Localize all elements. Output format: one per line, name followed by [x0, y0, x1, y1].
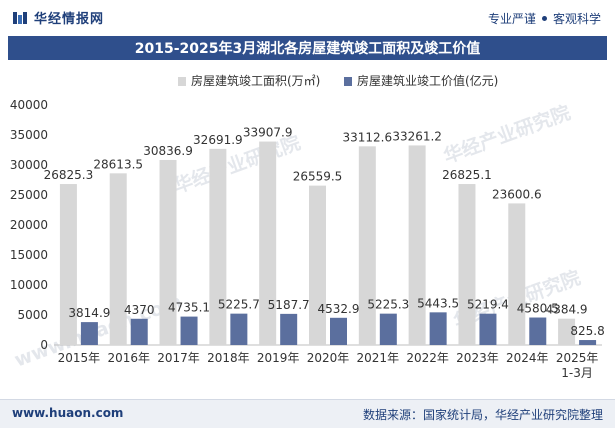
bar-value	[80, 322, 98, 345]
data-label-value: 4580.5	[517, 302, 559, 316]
y-tick-label: 5000	[17, 308, 48, 322]
bar-value	[230, 313, 248, 345]
bar-area	[209, 148, 227, 345]
x-tick-label-line: 1-3月	[561, 366, 593, 380]
data-label-value: 4735.1	[168, 301, 210, 315]
x-tick-label-line: 2015年	[58, 351, 101, 365]
y-tick-label: 35000	[10, 128, 48, 142]
data-label-area: 30836.9	[143, 144, 193, 158]
data-label-value: 5225.3	[367, 298, 409, 312]
footer: www.huaon.com 数据来源：国家统计局，华经产业研究院整理	[0, 399, 615, 428]
bar-value	[330, 317, 347, 345]
bar-area	[458, 184, 476, 345]
x-tick-label: 2021年	[357, 351, 400, 365]
chart-title: 2015-2025年3月湖北各房屋建筑竣工面积及竣工价值	[134, 41, 481, 57]
footer-website[interactable]: www.huaon.com	[12, 406, 124, 420]
tagline: 专业严谨 客观科学	[488, 10, 601, 27]
brand-logo-icon	[13, 11, 27, 24]
tagline-right: 客观科学	[552, 12, 601, 26]
data-label-area: 33907.9	[243, 126, 293, 140]
data-label-value: 825.8	[570, 324, 604, 338]
bar-area	[59, 184, 77, 345]
data-label-value: 5187.7	[268, 298, 310, 312]
legend-label-area: 房屋建筑竣工面积(万㎡)	[191, 73, 320, 88]
data-label-area: 33112.6	[343, 130, 393, 144]
legend-swatch-value	[344, 77, 352, 86]
chart-title-bar: 2015-2025年3月湖北各房屋建筑竣工面积及竣工价值	[8, 36, 607, 60]
bar-value	[180, 316, 198, 345]
y-tick-label: 30000	[10, 158, 48, 172]
bar-area	[358, 146, 376, 345]
data-label-area: 26559.5	[293, 170, 343, 184]
x-tick-label-line: 2018年	[207, 351, 250, 365]
x-tick-label-line: 2020年	[307, 351, 350, 365]
data-label-area: 4384.9	[546, 303, 588, 317]
y-tick-label: 20000	[10, 218, 48, 232]
data-label-value: 5219.4	[467, 298, 509, 312]
bar-value	[280, 313, 298, 345]
tagline-left: 专业严谨	[487, 12, 536, 26]
bar-value	[479, 313, 497, 345]
bar-value	[130, 318, 148, 345]
top-bar: 华经情报网 专业严谨 客观科学	[0, 0, 615, 34]
x-tick-label-line: 2017年	[157, 351, 200, 365]
bar-area	[259, 141, 277, 345]
x-tick-label-line: 2025年	[556, 351, 599, 365]
x-tick-label: 2024年	[506, 351, 549, 365]
x-tick-label: 2015年	[58, 351, 101, 365]
x-tick-label-line: 2024年	[506, 351, 549, 365]
data-label-area: 26825.3	[44, 168, 94, 182]
x-tick-label: 2022年	[406, 351, 449, 365]
brand-name: 华经情报网	[34, 12, 105, 27]
x-tick-label: 2019年	[257, 351, 300, 365]
y-tick-label: 10000	[10, 278, 48, 292]
x-tick-label: 2025年 1-3月	[556, 351, 599, 380]
data-label-area: 32691.9	[193, 133, 243, 147]
bar-area	[309, 185, 326, 345]
x-tick-label-line: 2023年	[456, 351, 499, 365]
data-label-value: 3814.9	[68, 306, 110, 320]
x-tick-label: 2023年	[456, 351, 499, 365]
data-label-area: 33261.2	[392, 129, 442, 143]
bar-area	[408, 145, 426, 345]
data-label-value: 4532.9	[318, 302, 360, 316]
x-tick-label-line: 2021年	[357, 351, 400, 365]
bar-value	[429, 312, 447, 345]
x-tick-label-line: 2022年	[406, 351, 449, 365]
bar-area	[109, 173, 127, 345]
footer-source: 数据来源：国家统计局，华经产业研究院整理	[362, 408, 603, 422]
y-tick-label: 25000	[10, 188, 48, 202]
x-tick-label-line: 2016年	[107, 351, 150, 365]
bar-area	[558, 318, 576, 345]
x-tick-label-line: 2019年	[257, 351, 300, 365]
x-tick-label: 2018年	[207, 351, 250, 365]
x-tick-label: 2017年	[157, 351, 200, 365]
data-label-value: 5443.5	[417, 296, 459, 310]
bar-area	[508, 203, 526, 345]
legend-label-value: 房屋建筑业竣工价值(亿元)	[357, 73, 498, 88]
bar-value	[529, 317, 547, 345]
data-label-area: 23600.6	[492, 187, 542, 201]
y-tick-label: 40000	[10, 98, 48, 112]
chart-area: 房屋建筑竣工面积(万㎡) 房屋建筑业竣工价值(亿元) 0 5000 10000 15000…	[10, 73, 605, 380]
legend-swatch-area	[178, 77, 186, 86]
data-label-area: 28613.5	[93, 157, 143, 171]
x-tick-label: 2020年	[307, 351, 350, 365]
y-tick-label: 0	[40, 338, 48, 352]
data-label-value: 4370	[124, 303, 155, 317]
bar-value	[379, 313, 397, 345]
bar-value	[579, 340, 597, 345]
data-label-value: 5225.7	[218, 298, 260, 312]
data-label-area: 26825.1	[442, 168, 492, 182]
brand[interactable]: 华经情报网	[12, 8, 104, 27]
bar-area	[159, 159, 177, 345]
separator-dot-icon	[541, 16, 547, 21]
y-tick-label: 15000	[10, 248, 48, 262]
x-tick-label: 2016年	[107, 351, 150, 365]
